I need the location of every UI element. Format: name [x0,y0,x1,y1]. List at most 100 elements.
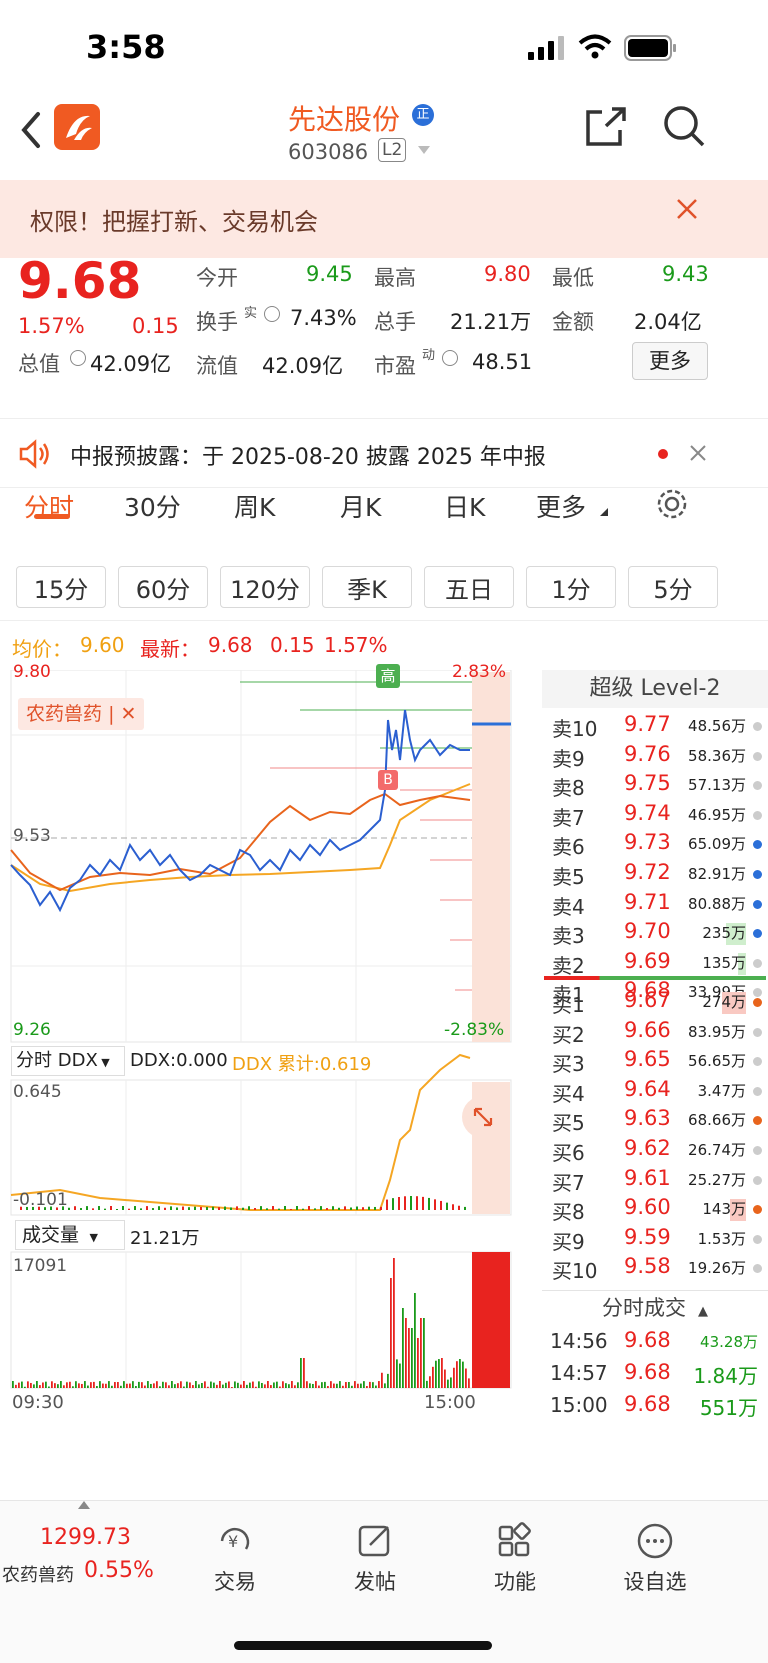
volume-bar [405,1318,407,1388]
ddx-bar [398,1197,400,1210]
level2-title[interactable]: 超级 Level-2 [542,670,768,708]
volume-bar [453,1367,455,1388]
notice-bar[interactable]: 中报预披露：于 2025-08-20 披露 2025 年中报 [0,418,768,488]
tab-monthly[interactable]: 月K [340,493,382,522]
ask-volume-bar [726,923,746,946]
subtab-5min[interactable]: 5分 [628,566,718,608]
share-icon[interactable] [584,106,628,148]
tab-weekly[interactable]: 周K [234,493,276,522]
subtab-15min[interactable]: 15分 [16,566,106,608]
ask-row[interactable]: 卖7 9.74 46.95万 [542,799,768,830]
subtab-5day[interactable]: 五日 [424,566,514,608]
bid-volume: 68.66万 [688,1111,746,1130]
level-tag[interactable]: L2 [378,138,407,162]
ask-row[interactable]: 卖1 9.68 33.99万 [542,976,768,1007]
close-icon[interactable] [676,198,698,220]
app-logo[interactable] [54,104,100,150]
volume-bar [87,1385,89,1388]
ddx-bar [308,1206,310,1210]
bid-row[interactable]: 买2 9.66 83.95万 [542,1016,768,1047]
high-marker: 高 [376,664,400,688]
ask-volume: 65.09万 [688,835,746,854]
bid-row[interactable]: 买9 9.59 1.53万 [542,1223,768,1254]
nav-trade[interactable]: ¥ 交易 [180,1521,290,1596]
ask-row[interactable]: 卖9 9.76 58.36万 [542,740,768,771]
back-icon[interactable] [18,110,44,150]
ddx-bar [284,1206,286,1210]
bid-row[interactable]: 买10 9.58 19.26万 [542,1252,768,1283]
volume-bar [294,1385,296,1388]
ddx-bar [302,1208,304,1210]
nav-function[interactable]: 功能 [460,1521,570,1596]
open-value: 9.45 [306,262,353,286]
ask-dot [753,751,762,761]
ask-volume: 58.36万 [688,746,746,765]
ddx-selector[interactable]: 分时 DDX ▼ [11,1046,125,1076]
volume-bar [198,1384,200,1388]
ask-row[interactable]: 卖10 9.77 48.56万 [542,710,768,741]
bid-dot [753,1175,762,1185]
bid-label: 买8 [552,1200,585,1225]
close-icon[interactable]: ✕ [120,703,137,725]
code-dropdown-icon[interactable] [418,146,430,154]
tab-more[interactable]: 更多 [536,493,587,522]
index-pct[interactable]: 0.55% [84,1558,154,1583]
bid-row[interactable]: 买5 9.63 68.66万 [542,1104,768,1135]
subtab-1min[interactable]: 1分 [526,566,616,608]
pct-axis-high: 2.83% [452,662,507,682]
buy-marker[interactable]: B [378,770,398,790]
volume-bar [141,1382,143,1388]
intraday-chart[interactable]: 9.80 9.53 9.26 2.83% -2.83% 农药兽药 | ✕ 高 B… [0,662,542,1500]
subtab-120min[interactable]: 120分 [220,566,310,608]
chart-canvas[interactable] [0,669,542,1500]
bid-row[interactable]: 买1 9.67 274万 [542,986,768,1017]
bid-row[interactable]: 买8 9.60 143万 [542,1193,768,1224]
ddx-bar [320,1206,322,1210]
wifi-icon [578,34,612,59]
subtab-60min[interactable]: 60分 [118,566,208,608]
volume-bar [126,1383,128,1388]
sector-tag[interactable]: 农药兽药 | ✕ [18,698,145,730]
search-icon[interactable] [662,104,706,148]
ddx-bar [290,1208,292,1210]
trade-time: 15:00 [550,1393,608,1417]
ddx-bar [368,1206,370,1210]
info-icon[interactable] [70,350,86,366]
ddx-bar [158,1206,160,1210]
promo-banner[interactable]: 权限！把握打新、交易机会 [0,180,768,258]
settings-icon[interactable] [656,488,688,520]
close-icon[interactable] [690,445,706,461]
ddx-bar [176,1207,178,1210]
nav-post[interactable]: 发帖 [320,1521,430,1596]
ask-dot [753,810,762,820]
info-icon[interactable] [442,350,458,366]
volume-selector[interactable]: 成交量 ▼ [15,1220,125,1250]
ask-row[interactable]: 卖3 9.70 235万 [542,917,768,948]
ask-row[interactable]: 卖8 9.75 57.13万 [542,769,768,800]
nav-watchlist[interactable]: 设自选 [600,1521,710,1596]
ask-row[interactable]: 卖2 9.69 135万 [542,947,768,978]
bid-row[interactable]: 买3 9.65 56.65万 [542,1045,768,1076]
more-button[interactable]: 更多 [632,342,708,380]
expand-up-icon[interactable] [78,1501,90,1509]
ask-row[interactable]: 卖4 9.71 80.88万 [542,888,768,919]
tab-daily[interactable]: 日K [444,493,486,522]
bid-row[interactable]: 买7 9.61 25.27万 [542,1164,768,1195]
avg-value: 9.60 [80,633,125,657]
volume-bar [255,1386,257,1388]
index-name[interactable]: 农药兽药 [2,1565,74,1586]
trades-header[interactable]: 分时成交 ▲ [542,1290,768,1324]
bid-row[interactable]: 买4 9.64 3.47万 [542,1075,768,1106]
ask-row[interactable]: 卖6 9.73 65.09万 [542,828,768,859]
subtab-quarterly[interactable]: 季K [322,566,412,608]
expand-icon[interactable] [462,1096,504,1138]
volume-bar [369,1381,371,1388]
volume-bar [120,1385,122,1388]
tab-30min[interactable]: 30分 [124,493,181,522]
trade-time: 14:56 [550,1329,608,1353]
info-icon[interactable] [264,306,280,322]
volume-bar [60,1381,62,1388]
index-value[interactable]: 1299.73 [40,1525,131,1550]
ask-row[interactable]: 卖5 9.72 82.91万 [542,858,768,889]
bid-row[interactable]: 买6 9.62 26.74万 [542,1134,768,1165]
